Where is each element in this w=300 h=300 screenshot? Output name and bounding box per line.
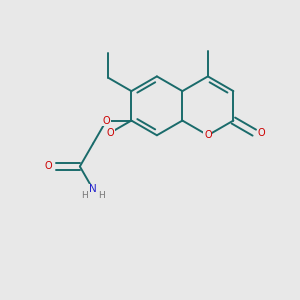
Text: N: N bbox=[89, 184, 97, 194]
Text: H: H bbox=[81, 191, 88, 200]
Text: O: O bbox=[45, 161, 52, 172]
Text: O: O bbox=[103, 116, 110, 126]
Text: O: O bbox=[107, 128, 114, 138]
Text: H: H bbox=[99, 191, 105, 200]
Text: O: O bbox=[258, 128, 266, 138]
Text: O: O bbox=[204, 130, 212, 140]
